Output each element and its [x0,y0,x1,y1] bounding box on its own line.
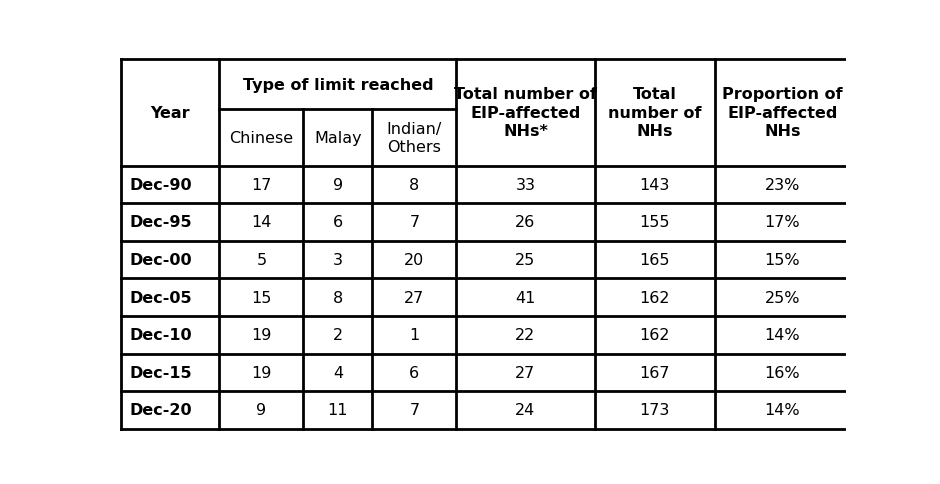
Text: Year: Year [150,106,190,121]
Text: 155: 155 [639,215,670,230]
Text: Dec-95: Dec-95 [130,215,193,230]
Text: 4: 4 [333,365,343,380]
Text: 25: 25 [515,253,536,268]
Text: 23%: 23% [764,178,800,193]
Text: 165: 165 [639,253,670,268]
Text: 9: 9 [333,178,343,193]
Text: 8: 8 [409,178,419,193]
Text: 41: 41 [515,290,536,305]
Text: 22: 22 [515,328,536,343]
Text: 14: 14 [251,215,272,230]
Text: Dec-15: Dec-15 [130,365,193,380]
Text: 162: 162 [639,290,670,305]
Text: 17%: 17% [764,215,800,230]
Text: 7: 7 [409,403,419,418]
Text: 162: 162 [639,328,670,343]
Text: Dec-10: Dec-10 [130,328,193,343]
Text: Dec-00: Dec-00 [130,253,193,268]
Text: 19: 19 [251,328,272,343]
Text: 2: 2 [333,328,343,343]
Text: Total
number of
NHs: Total number of NHs [608,87,701,139]
Text: Proportion of
EIP-affected
NHs: Proportion of EIP-affected NHs [722,87,842,139]
Text: Dec-05: Dec-05 [130,290,193,305]
Text: 5: 5 [257,253,266,268]
Text: 143: 143 [639,178,670,193]
Text: Chinese: Chinese [229,131,293,146]
Text: 16%: 16% [764,365,800,380]
Text: Dec-20: Dec-20 [130,403,193,418]
Text: 17: 17 [251,178,272,193]
Text: 6: 6 [333,215,343,230]
Text: 7: 7 [409,215,419,230]
Text: 3: 3 [333,253,343,268]
Text: 19: 19 [251,365,272,380]
Text: 1: 1 [409,328,419,343]
Text: Total number of
EIP-affected
NHs*: Total number of EIP-affected NHs* [454,87,597,139]
Text: 26: 26 [515,215,536,230]
Text: 27: 27 [404,290,425,305]
Text: 15%: 15% [764,253,800,268]
Text: 167: 167 [639,365,670,380]
Text: 20: 20 [404,253,425,268]
Text: Type of limit reached: Type of limit reached [243,77,433,92]
Text: 33: 33 [515,178,536,193]
Text: Indian/
Others: Indian/ Others [386,121,442,155]
Text: 173: 173 [639,403,670,418]
Text: Malay: Malay [314,131,362,146]
Text: 27: 27 [515,365,536,380]
Text: 14%: 14% [764,328,800,343]
Text: 6: 6 [409,365,419,380]
Text: 8: 8 [333,290,343,305]
Text: 15: 15 [251,290,272,305]
Text: 25%: 25% [764,290,800,305]
Text: 11: 11 [328,403,348,418]
Text: Dec-90: Dec-90 [130,178,193,193]
Text: 9: 9 [257,403,266,418]
Text: 14%: 14% [764,403,800,418]
Text: 24: 24 [515,403,536,418]
